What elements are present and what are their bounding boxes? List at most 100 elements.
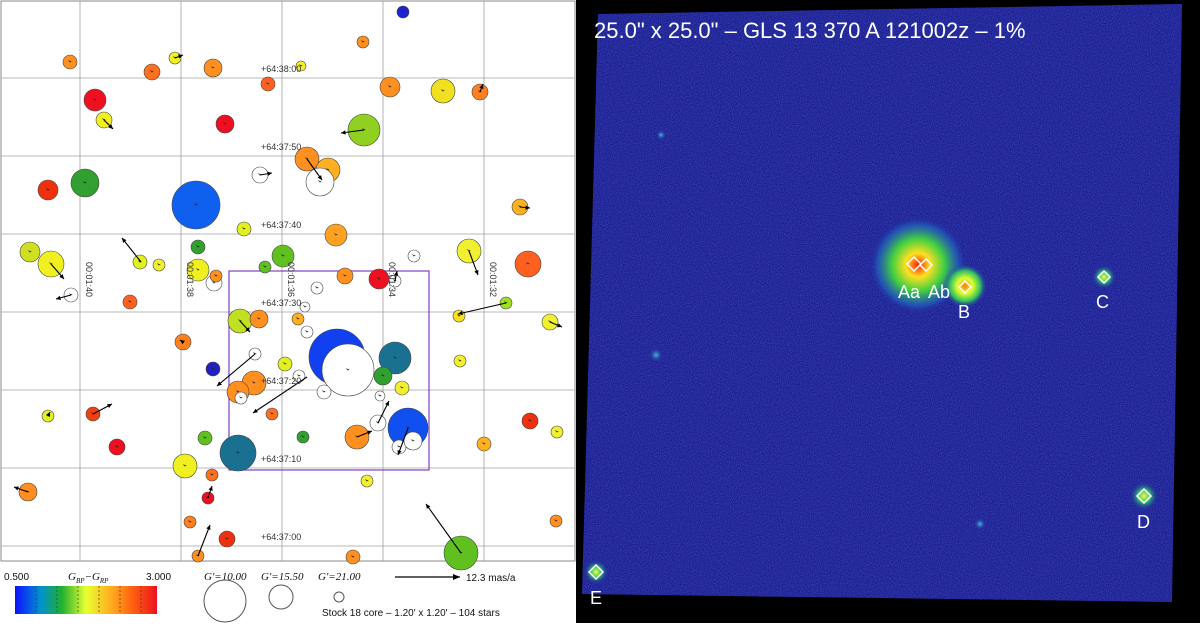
star-c-glow: [1092, 265, 1116, 289]
pm-arrowhead: [317, 175, 322, 180]
component-marker: [918, 257, 934, 273]
chart-footer: Stock 18 core – 1.20' x 1.20' – 104 star…: [322, 608, 500, 619]
star-pm-tick: [299, 64, 303, 67]
legend: 0.500 3.000 GBP−GRP G'=10.00 G'=15.50 G'…: [4, 571, 516, 623]
star-pm-tick: [378, 394, 382, 397]
pm-arrowhead: [56, 295, 61, 300]
pm-arrowhead: [458, 310, 463, 316]
star-pm-tick: [381, 374, 385, 377]
star-pm-tick: [301, 435, 305, 438]
component-marker: [905, 255, 923, 273]
star-pm-tick: [188, 520, 192, 523]
pm-arrowhead: [180, 340, 185, 345]
star-pm-tick: [128, 300, 132, 303]
faint-source: [974, 518, 986, 530]
star-pm-tick: [211, 66, 215, 69]
pm-arrowhead: [267, 171, 272, 176]
pm-arrowhead: [178, 54, 183, 59]
dec-label: +64:37:30: [261, 298, 301, 308]
star-pm-tick: [236, 390, 240, 393]
pm-arrowhead: [253, 408, 258, 413]
component-marker: [1096, 269, 1112, 285]
pm-arrowhead: [206, 525, 211, 530]
star-b-glow: [943, 264, 987, 308]
star-pm-tick: [223, 122, 227, 125]
faint-source: [649, 348, 663, 362]
star-pm-tick: [315, 286, 319, 289]
star-e-glow: [584, 560, 608, 584]
label-aa: Aa: [898, 282, 921, 302]
detector-noise: [582, 4, 1182, 602]
pm-arrowhead: [479, 84, 484, 89]
ra-label: 00:01:40: [84, 262, 94, 297]
dec-label: +64:37:20: [261, 376, 301, 386]
ra-label: 00:01:38: [185, 262, 195, 297]
color-bar-ticks: [35, 586, 142, 614]
star-pm-tick: [343, 274, 347, 277]
star-pm-tick: [196, 245, 200, 248]
finding-chart-panel: +64:38:00 +64:37:50 +64:37:40 +64:37:30 +64:…: [0, 0, 576, 623]
pm-arrow: [121, 237, 142, 263]
star-pm-tick: [93, 98, 97, 101]
star-pm-tick: [393, 356, 397, 359]
dec-label: +64:38:00: [261, 64, 301, 74]
color-max-label: 3.000: [146, 572, 171, 583]
star-pm-tick: [322, 390, 326, 393]
sky-image-panel: 25.0" x 25.0" – GLS 13 370 A 121002z – 1…: [576, 0, 1200, 623]
star-pm-tick: [388, 85, 392, 88]
star-pm-tick: [194, 203, 198, 206]
star-pm-tick: [257, 317, 261, 320]
pm-arrowhead: [217, 381, 222, 386]
star-pm-tick: [281, 254, 285, 257]
pm-arrowhead: [208, 486, 213, 491]
star-pm-tick: [457, 314, 461, 317]
pm-arrowhead: [245, 327, 250, 332]
star-pm-tick: [242, 227, 246, 230]
star-pm-tick: [83, 181, 87, 184]
pm-arrow: [425, 503, 462, 554]
star-pm-tick: [297, 374, 301, 377]
star-pm-tick: [351, 555, 355, 558]
star-pm-tick: [377, 277, 381, 280]
star-pm-tick: [68, 60, 72, 63]
pm-arrowhead: [557, 323, 562, 328]
star-pm-tick: [211, 367, 215, 370]
star-pm-tick: [115, 445, 119, 448]
ra-label: 00:01:32: [488, 262, 498, 297]
pm-arrowhead: [14, 486, 19, 491]
component-marker: [957, 279, 973, 295]
star-pm-tick: [334, 233, 338, 236]
proper-motion-arrows: [13, 54, 563, 557]
pm-arrow: [197, 524, 211, 557]
pm-arrowhead: [367, 430, 372, 435]
ra-label: 00:01:36: [286, 262, 296, 297]
mag-circle-medium: [268, 584, 294, 610]
dec-label: +64:37:40: [261, 220, 301, 230]
label-ab: Ab: [928, 282, 950, 302]
label-b: B: [958, 302, 970, 322]
star-aa-ab-glow: [870, 217, 966, 313]
sky-image: 25.0" x 25.0" – GLS 13 370 A 121002z – 1…: [582, 4, 1182, 608]
pm-arrowhead: [525, 205, 530, 210]
color-axis-label: GBP−GRP: [68, 571, 109, 585]
pm-arrowhead: [108, 124, 113, 129]
star-pm-tick: [528, 419, 532, 422]
pm-arrowhead: [341, 130, 346, 135]
star-pm-tick: [46, 188, 50, 191]
pm-arrow: [216, 353, 256, 387]
star-pm-tick: [236, 451, 240, 454]
star-pm-tick: [196, 268, 200, 271]
star-pm-tick: [214, 274, 218, 277]
label-c: C: [1096, 292, 1109, 312]
star-pm-tick: [526, 262, 530, 265]
star-pm-tick: [150, 70, 154, 73]
dec-label: +64:37:10: [261, 454, 301, 464]
star-pm-tick: [554, 519, 558, 522]
mag-label-3: G'=21.00: [318, 571, 361, 583]
star-pm-tick: [365, 479, 369, 482]
pm-arrowhead: [474, 270, 479, 275]
star-pm-tick: [555, 430, 559, 433]
star-pm-tick: [411, 439, 415, 442]
pm-scale-arrowhead: [453, 574, 460, 580]
star-pm-tick: [482, 442, 486, 445]
